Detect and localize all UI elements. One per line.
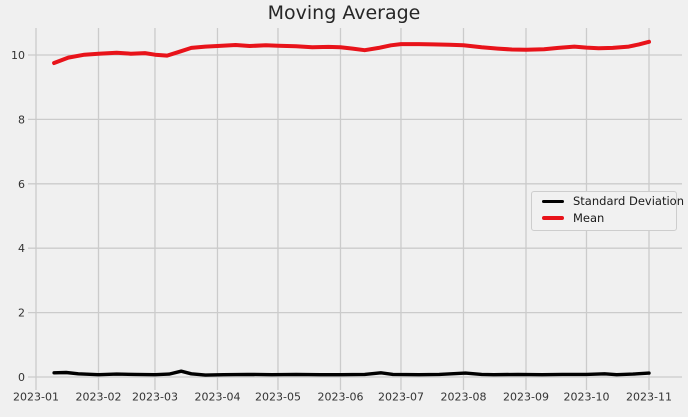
- horizontal-gridlines: [28, 54, 682, 378]
- legend: Standard Deviation Mean: [531, 191, 684, 231]
- x-tick-label-2023-03: 2023-03: [132, 391, 178, 404]
- series-line-mean: [52, 39, 651, 65]
- x-tick-label-2023-05: 2023-05: [255, 391, 301, 404]
- series-line-standard-deviation: [52, 369, 651, 377]
- x-tick-label-2023-06: 2023-06: [317, 391, 363, 404]
- legend-label-mean: Mean: [573, 210, 605, 225]
- y-tick-label-4: 4: [18, 242, 25, 255]
- y-tick-label-8: 8: [18, 113, 25, 126]
- legend-label-standard-deviation: Standard Deviation: [573, 194, 684, 209]
- x-axis-tick-labels: 2023-01 2023-02 2023-03 2023-04 2023-05 2023-…: [13, 391, 672, 404]
- legend-swatch-mean: [542, 216, 564, 220]
- y-tick-label-0: 0: [18, 371, 25, 384]
- x-tick-label-2023-09: 2023-09: [503, 391, 549, 404]
- x-tick-label-2023-02: 2023-02: [76, 391, 122, 404]
- chart-title: Moving Average: [267, 2, 421, 24]
- x-tick-label-2023-07: 2023-07: [378, 391, 424, 404]
- y-tick-label-2: 2: [18, 307, 25, 320]
- legend-swatch-standard-deviation: [542, 199, 564, 203]
- y-axis-tick-labels: 0 2 4 6 8 10: [11, 49, 25, 384]
- x-tick-label-2023-01: 2023-01: [13, 391, 59, 404]
- y-tick-label-10: 10: [11, 49, 25, 62]
- legend-item-mean: Mean: [532, 210, 676, 227]
- x-tick-label-2023-10: 2023-10: [564, 391, 610, 404]
- legend-item-standard-deviation: Standard Deviation: [532, 193, 684, 210]
- y-tick-label-6: 6: [18, 178, 25, 191]
- data-series-lines: [52, 39, 651, 377]
- x-tick-label-2023-08: 2023-08: [441, 391, 487, 404]
- x-tick-label-2023-11: 2023-11: [626, 391, 672, 404]
- x-tick-label-2023-04: 2023-04: [194, 391, 240, 404]
